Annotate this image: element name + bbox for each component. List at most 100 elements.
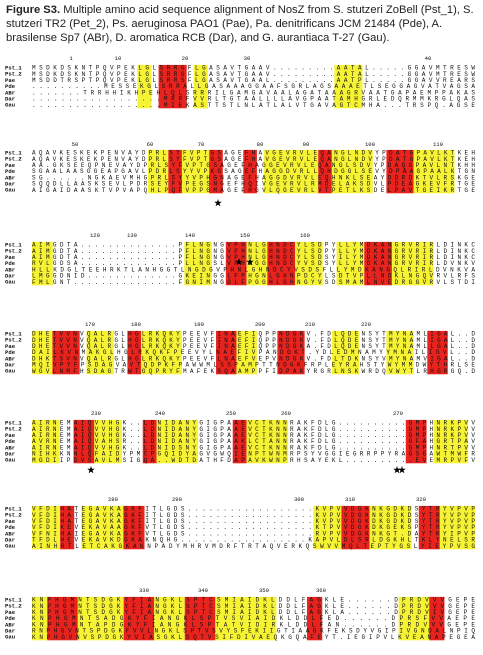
residue-highlight [215, 596, 277, 641]
row-label: Pae [5, 432, 16, 439]
row-label: Dar [5, 450, 15, 457]
ruler-number: 280 [108, 496, 119, 503]
row-label: Dar [5, 627, 15, 634]
ruler-number: 350 [259, 587, 270, 594]
ruler-number: 60 [147, 141, 154, 148]
residue-highlight [141, 330, 182, 375]
sequence: SGAALAASGGEAPGAVLPDRLSYYVPKGSAGEFHAGGDVR… [32, 168, 475, 175]
row-label: Pae [5, 609, 16, 616]
residue-highlight [123, 596, 155, 641]
residue-highlight [331, 149, 373, 194]
residue-highlight [369, 505, 412, 550]
row-label: ABr [5, 444, 15, 451]
sequence: WGVLNMFHSDAGTRWTGQPRYFMAFEKSQAAMPPFIDPAK… [32, 368, 475, 375]
residue-highlight [391, 241, 434, 286]
row-label: Pst_2 [5, 248, 22, 255]
residue-highlight [232, 419, 247, 464]
row-label: ABr [5, 89, 15, 96]
residue-highlight [81, 505, 124, 550]
sequence: TFDLHEVEKAVKDGKAKNQHG..................K… [32, 537, 475, 544]
residue-highlight [32, 241, 53, 286]
sequence: HLLKDGLTEEHRKTLANHGGTLNGDGVPHNLGHNDCYVSD… [32, 266, 475, 273]
residue-highlight [181, 149, 210, 194]
sequence: MSDKDSKNTPQVPEKLGLSRRGFLGASAVTGAAV......… [32, 65, 475, 72]
row-label: Pst_2 [5, 156, 22, 163]
residue-highlight [154, 596, 185, 641]
sequence: MSDDTRSPTPQVPEKLGLSRRSFLGASAVTGAAL......… [32, 77, 475, 84]
ruler-number: 40 [425, 55, 432, 62]
row-label: Pae [5, 162, 16, 169]
row-label: Pae [5, 343, 16, 350]
residue-highlight [341, 505, 370, 550]
sequence: DHETVVNVQALRGLHGLRKQKYPEEVFINAEFIQPPNDGK… [32, 331, 475, 338]
star-marker [246, 258, 254, 266]
row-label: Gau [5, 457, 15, 464]
sequence: DHETVVNVQALRGLHGLRKQKYPEEVFINAEFIQPPNDGK… [32, 343, 475, 350]
residue-highlight [60, 505, 75, 550]
sequence: DHETVVNVQALRGLHGLRKQKYPEEVFINAEFIQPPNDGK… [32, 337, 475, 344]
row-label: Pst_1 [5, 505, 22, 512]
sequence: VFDIHATEGAVKAGKFITLGDS..................… [32, 506, 475, 513]
row-label: ABr [5, 174, 15, 181]
ruler-number: 150 [240, 232, 251, 239]
caption-text: Multiple amino acid sequence alignment o… [6, 4, 474, 44]
sequence: VFNIHAIEGAVKAGKFVTLGDS..................… [32, 530, 475, 537]
residue-highlight [52, 330, 80, 375]
ruler-number: 20 [182, 55, 189, 62]
star-marker [214, 199, 222, 207]
residue-highlight [73, 419, 95, 464]
ruler-number: 220 [361, 321, 372, 328]
residue-highlight [158, 64, 187, 109]
row-label: Pst_2 [5, 603, 22, 610]
ruler-number: 330 [139, 587, 150, 594]
residue-highlight [243, 149, 257, 194]
sequence: AQAVKESKEKPENVAYDPRLSYFVPTGSAGEFHAVGEVRV… [32, 150, 475, 157]
row-label: Pde [5, 438, 16, 445]
residue-highlight [386, 149, 414, 194]
sequence: VFDIHATEGAVKAGKFITLGDS..................… [32, 518, 475, 525]
ruler-number: 230 [91, 410, 102, 417]
ruler-number: 10 [115, 55, 122, 62]
star-marker [235, 258, 243, 266]
residue-highlight [184, 241, 212, 286]
row-label: Pde [5, 524, 16, 531]
residue-highlight [364, 241, 392, 286]
ruler-number: 270 [393, 410, 404, 417]
ruler-number: 200 [255, 321, 266, 328]
residue-highlight [225, 241, 247, 286]
row-label: Dar [5, 95, 15, 102]
ruler-number: 250 [226, 410, 237, 417]
residue-highlight [277, 330, 305, 375]
row-label: ABr [5, 266, 15, 273]
ruler-number: 170 [85, 321, 96, 328]
residue-highlight [86, 330, 114, 375]
residue-highlight [263, 149, 319, 194]
sequence: DHKTSVNVQALRGLHGLRKQKYPEEVFLNAEFVEPVNDGK… [32, 355, 475, 362]
ruler-number: 190 [194, 321, 205, 328]
row-label: Pde [5, 260, 16, 267]
residue-highlight [433, 419, 469, 464]
residue-highlight [123, 505, 145, 550]
row-label: Gau [5, 368, 15, 375]
residue-highlight [193, 64, 208, 109]
row-label: Gau [5, 279, 15, 286]
row-label: Pst_2 [5, 337, 22, 344]
ruler-number: 30 [244, 55, 251, 62]
residue-highlight [306, 596, 323, 641]
residue-highlight [32, 330, 53, 375]
sequence: VFDIHATEGAVKAGKFITLGDS..................… [32, 512, 475, 519]
ruler-number: 180 [131, 321, 142, 328]
row-label: Pae [5, 77, 16, 84]
row-label: Pst_1 [5, 64, 22, 71]
sequence: VFDIKEVEKAVAAGKFVTLGDS..................… [32, 524, 475, 531]
residue-highlight [142, 419, 157, 464]
row-label: Gau [5, 102, 15, 109]
residue-highlight [427, 330, 448, 375]
caption: Figure S3. Multiple amino acid sequence … [6, 3, 478, 45]
ruler-number: 320 [416, 496, 427, 503]
row-label: Pst_1 [5, 241, 22, 248]
row-label: ABr [5, 621, 15, 628]
residue-highlight [295, 241, 323, 286]
row-label: Pst_1 [5, 149, 22, 156]
residue-highlight [94, 419, 122, 464]
